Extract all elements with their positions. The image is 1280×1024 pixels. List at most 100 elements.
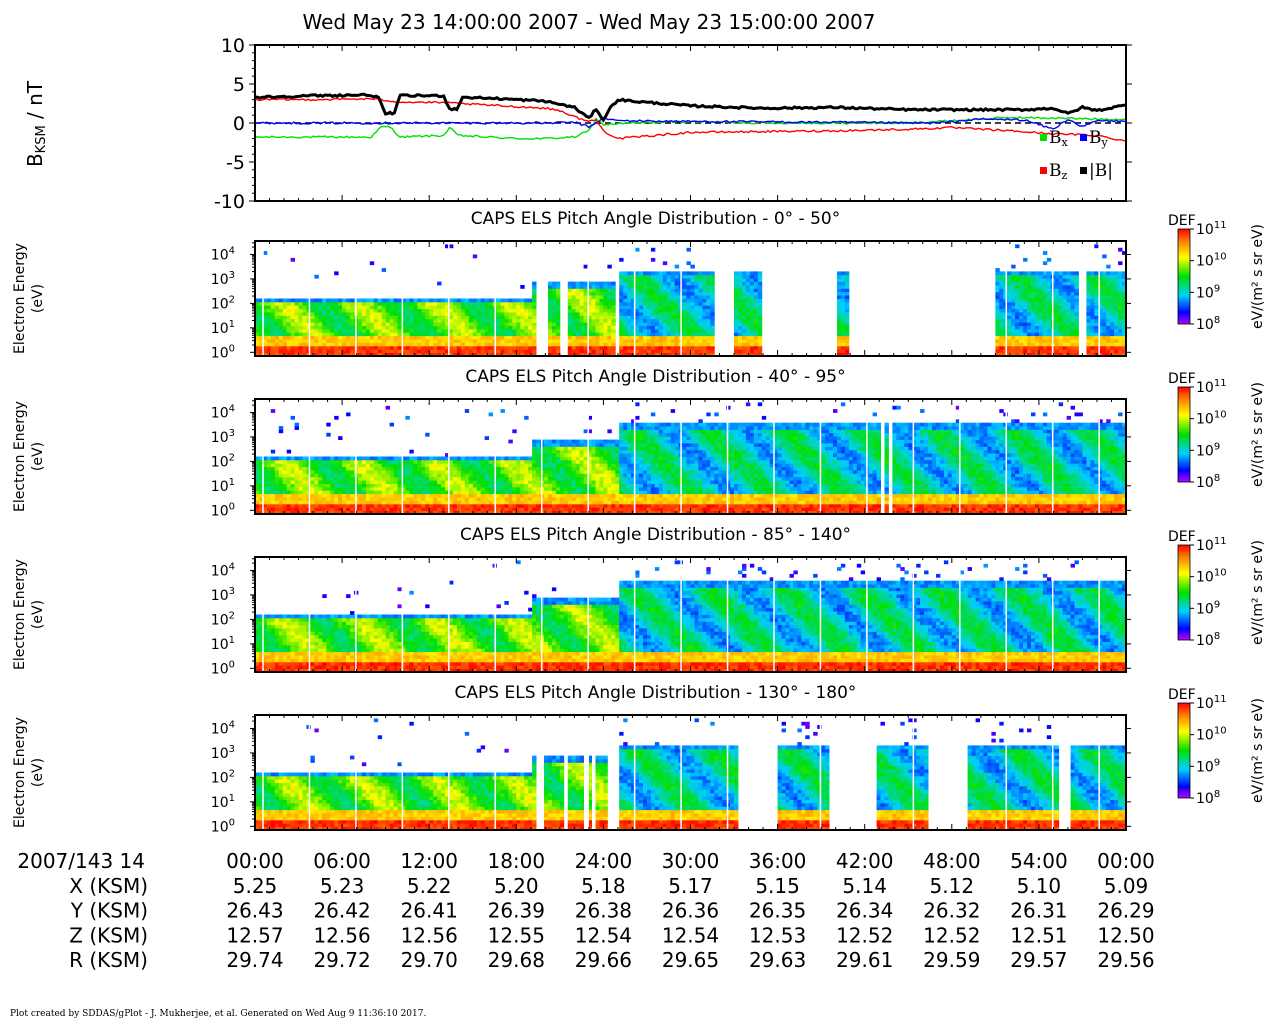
spectrogram-cell	[484, 459, 489, 464]
spectrogram-cell	[302, 459, 307, 464]
spectrogram-cell	[453, 322, 458, 326]
spectrogram-cell	[377, 497, 383, 501]
spectrogram-cell	[282, 497, 288, 501]
spectrogram-cell	[837, 335, 842, 340]
spectrogram-cell	[650, 315, 656, 320]
spectrogram-cell	[1054, 291, 1060, 296]
spectrogram-cell	[544, 500, 549, 505]
spectrogram-cell	[1086, 295, 1091, 299]
spectrogram-cell	[429, 490, 434, 495]
spectrogram-cell	[449, 298, 454, 303]
spectrogram-cell	[464, 339, 470, 343]
spectrogram-cell	[1046, 325, 1052, 330]
spectrogram-cell	[745, 295, 751, 299]
spectrogram-cell	[1007, 271, 1012, 276]
spectrogram-cell	[662, 288, 668, 293]
spectrogram-cell	[421, 328, 426, 333]
spectrogram-cell	[302, 463, 307, 468]
spectrogram-cell	[290, 503, 295, 508]
spectrogram-cell	[322, 312, 327, 316]
spectrogram-cell	[350, 349, 355, 353]
spectrogram-cell	[1110, 335, 1115, 340]
spectrogram-cell	[1086, 349, 1091, 353]
spectrogram-cell	[1042, 325, 1048, 330]
data-gap-line	[587, 241, 589, 356]
spectrogram-cell	[437, 305, 442, 310]
spectrogram-cell	[643, 278, 648, 282]
spectrogram-cell	[270, 315, 276, 320]
spectrogram-cell	[694, 298, 699, 303]
spectrogram-cell	[619, 322, 624, 326]
spectrogram-cell	[488, 328, 493, 333]
spectrogram-cell	[460, 325, 466, 330]
spectrogram-cell	[738, 308, 743, 313]
spectrogram-cell	[702, 274, 707, 279]
spectrogram-cell	[262, 490, 268, 495]
spectrogram-cell	[472, 510, 478, 515]
spectrogram-cell	[377, 345, 383, 350]
spectrogram-cell	[555, 342, 561, 347]
spectrogram-cell	[425, 466, 430, 471]
spectrogram-cell	[694, 274, 699, 279]
spectrogram-cell	[1094, 271, 1099, 276]
spectrogram-cell	[266, 497, 272, 501]
spectrogram-cell	[274, 352, 280, 357]
spectrogram-cell	[294, 335, 299, 340]
spectrogram-cell	[306, 510, 311, 515]
spectrogram-cell	[599, 332, 604, 337]
spectrogram-cell	[437, 486, 442, 491]
spectrogram-cell	[318, 315, 323, 320]
spectrogram-cell	[1122, 335, 1127, 340]
spectrogram-cell	[643, 352, 648, 357]
spectrogram-cell	[686, 291, 691, 296]
spectrogram-cell	[346, 312, 351, 316]
spectrogram-cell	[1118, 301, 1123, 306]
spectrogram-cell	[255, 463, 260, 468]
spectrogram-cell	[476, 342, 482, 347]
spectrogram-cell	[472, 480, 478, 484]
spectrogram-cell	[611, 298, 616, 303]
spectrogram-cell	[342, 486, 347, 491]
data-gap-line	[819, 241, 822, 356]
spectrogram-cell	[361, 352, 367, 357]
spectrogram-cell	[282, 335, 288, 340]
spectrogram-cell	[262, 301, 268, 306]
spectrogram-cell	[698, 312, 703, 316]
spectrogram-cell	[837, 345, 842, 350]
spectrogram-cell	[393, 493, 398, 498]
spectrogram-cell	[385, 328, 390, 333]
spectrogram-cell	[1106, 271, 1111, 276]
spectrogram-cell	[840, 322, 846, 326]
spectrogram-cell	[520, 459, 525, 464]
spectrogram-cell	[464, 466, 470, 471]
spectrogram-cell	[1114, 274, 1119, 279]
spectrogram-cell	[1034, 342, 1040, 347]
spectrogram-cell	[1114, 349, 1119, 353]
spectrogram-cell	[346, 490, 351, 495]
spectrogram-cell	[500, 463, 505, 468]
spectrogram-cell	[468, 315, 474, 320]
spectrogram-cell	[512, 486, 517, 491]
spectrogram-cell	[757, 325, 763, 330]
spectrogram-cell	[1062, 318, 1068, 323]
spectrogram-cell	[472, 335, 478, 340]
spectrogram-cell	[607, 322, 612, 326]
spectrogram-cell	[381, 459, 387, 464]
spectrogram-cell	[555, 308, 561, 313]
spectrogram-cell	[1023, 352, 1028, 357]
spectrogram-cell	[710, 271, 715, 276]
spectrogram-cell	[421, 318, 426, 323]
spectrogram-cell	[429, 510, 434, 515]
spectrogram-cell	[1046, 349, 1052, 353]
spectrogram-cell	[369, 325, 375, 330]
spectrogram-cell	[623, 308, 628, 313]
spectrogram-cell	[1098, 339, 1103, 343]
spectrogram-cell	[682, 305, 687, 310]
spectrogram-cell	[555, 449, 561, 454]
spectrogram-cell	[1102, 254, 1107, 259]
spectrogram-cell	[270, 308, 276, 313]
spectrogram-cell	[480, 325, 486, 330]
spectrogram-cell	[734, 349, 739, 353]
spectrogram-cell	[639, 281, 644, 286]
spectrogram-cell	[421, 486, 426, 491]
